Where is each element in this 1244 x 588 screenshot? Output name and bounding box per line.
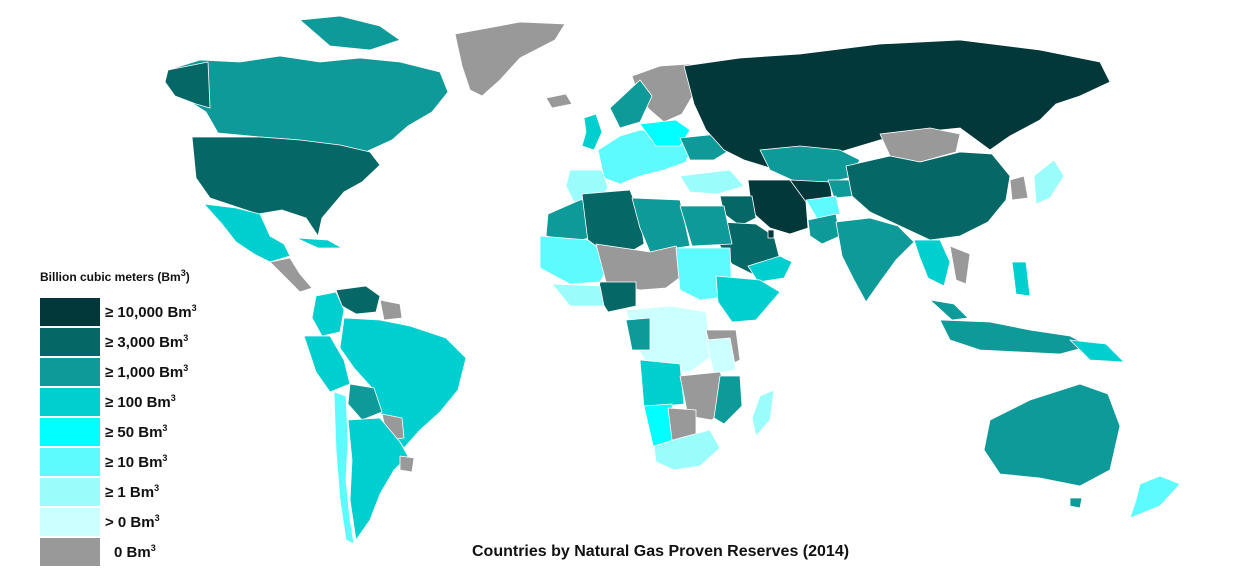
legend-swatch [40,298,100,326]
legend-item-10000: ≥ 10,000 Bm3 [40,298,197,326]
region-madagascar [751,389,775,437]
region-india [835,217,915,303]
legend-label: > 0 Bm3 [105,513,160,531]
legend-label: ≥ 100 Bm3 [105,393,176,411]
region-vietnam [949,245,971,285]
legend-swatch [40,358,100,386]
region-australia [983,383,1121,487]
region-uruguay [399,455,415,473]
region-kazakhstan [759,145,861,185]
region-iceland [545,93,573,109]
region-angola [639,359,685,409]
region-chile [333,391,355,545]
region-cuba [295,237,343,249]
region-nigeria [597,281,637,313]
region-ethiopia-somalia [715,275,781,323]
legend-item-10: ≥ 10 Bm3 [40,448,197,476]
region-argentina [347,417,409,541]
region-greenland [454,21,566,97]
region-myanmar-thailand [913,239,951,287]
legend-title: Billion cubic meters (Bm3) [40,268,190,284]
region-guianas [379,299,403,321]
region-papua [1069,339,1125,363]
legend-swatch [40,388,100,416]
legend-label: ≥ 10 Bm3 [105,453,168,471]
legend-label: ≥ 50 Bm3 [105,423,168,441]
region-uk [581,113,603,151]
legend-swatch [40,478,100,506]
region-usa [191,136,381,237]
legend-swatch [40,538,100,566]
legend-label: ≥ 1 Bm3 [105,483,160,501]
region-norway [609,79,653,129]
region-tanzania [705,337,737,375]
region-mozambique [713,375,743,425]
legend-item-3000: ≥ 3,000 Bm3 [40,328,197,356]
region-turkey [679,169,745,195]
region-gabon-congo [625,317,651,351]
legend-label: ≥ 3,000 Bm3 [105,333,189,351]
region-new-zealand [1129,475,1181,519]
region-canada [167,55,449,161]
legend-swatch [40,418,100,446]
legend-item-50: ≥ 50 Bm3 [40,418,197,446]
legend-item-1000: ≥ 1,000 Bm3 [40,358,197,386]
region-russia [683,39,1111,169]
legend-label: 0 Bm3 [114,543,156,561]
region-japan [1033,159,1065,205]
region-philippines [1011,261,1031,297]
region-korea [1009,175,1029,201]
legend-item-1: ≥ 1 Bm3 [40,478,197,506]
legend-label: ≥ 10,000 Bm3 [105,303,197,321]
region-bolivia [347,383,383,421]
legend-swatch [40,448,100,476]
region-central-america [269,257,313,293]
region-canada-islands [299,15,401,51]
region-china [845,151,1011,241]
region-malaysia [929,299,969,321]
legend-swatch [40,328,100,356]
region-qatar [767,229,775,239]
legend-item-0: 0 Bm3 [40,538,197,566]
region-pakistan [807,213,841,245]
region-west-africa-coast [551,283,605,307]
legend: ≥ 10,000 Bm3 ≥ 3,000 Bm3 ≥ 1,000 Bm3 ≥ 1… [40,298,197,568]
region-tasmania [1069,497,1083,509]
legend-label: ≥ 1,000 Bm3 [105,363,189,381]
region-brazil [339,317,467,449]
legend-item-0plus: > 0 Bm3 [40,508,197,536]
region-afghanistan [805,195,841,221]
region-alaska [164,61,211,109]
legend-item-100: ≥ 100 Bm3 [40,388,197,416]
map-caption: Countries by Natural Gas Proven Reserves… [472,543,850,560]
region-mexico [203,203,291,263]
region-colombia [311,291,345,337]
region-south-africa [653,429,721,471]
region-egypt [679,205,733,247]
region-indonesia [939,319,1091,355]
legend-swatch [40,508,100,536]
